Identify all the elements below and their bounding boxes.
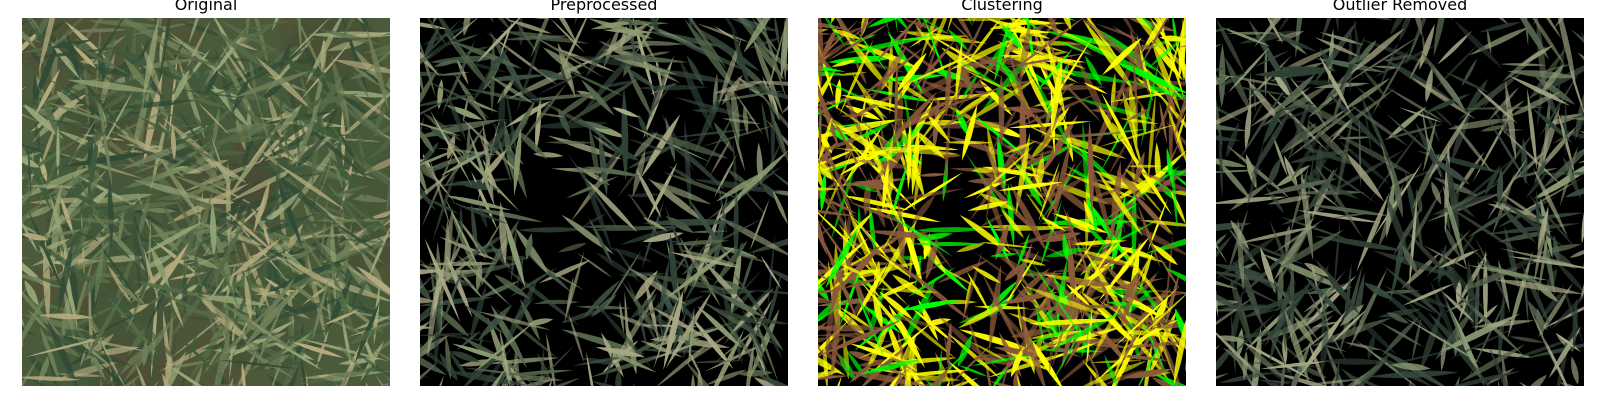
panel-title: Original: [174, 0, 238, 14]
panel-preprocessed: Preprocessed: [420, 0, 788, 400]
preprocessed-image: [420, 18, 788, 386]
clustering-image: [818, 18, 1186, 386]
panel-title: Clustering: [961, 0, 1043, 14]
panel-original: Original: [22, 0, 390, 400]
panel-clustering: Clustering: [818, 0, 1186, 400]
outlier-removed-photo: [1216, 18, 1584, 386]
original-image: [22, 18, 390, 386]
panel-title: Preprocessed: [550, 0, 658, 14]
clustering-map: [818, 18, 1186, 386]
outlier-removed-image: [1216, 18, 1584, 386]
preprocessed-photo: [420, 18, 788, 386]
panel-outlier-removed: Outlier Removed: [1216, 0, 1584, 400]
panel-title: Outlier Removed: [1332, 0, 1468, 14]
original-photo: [22, 18, 390, 386]
